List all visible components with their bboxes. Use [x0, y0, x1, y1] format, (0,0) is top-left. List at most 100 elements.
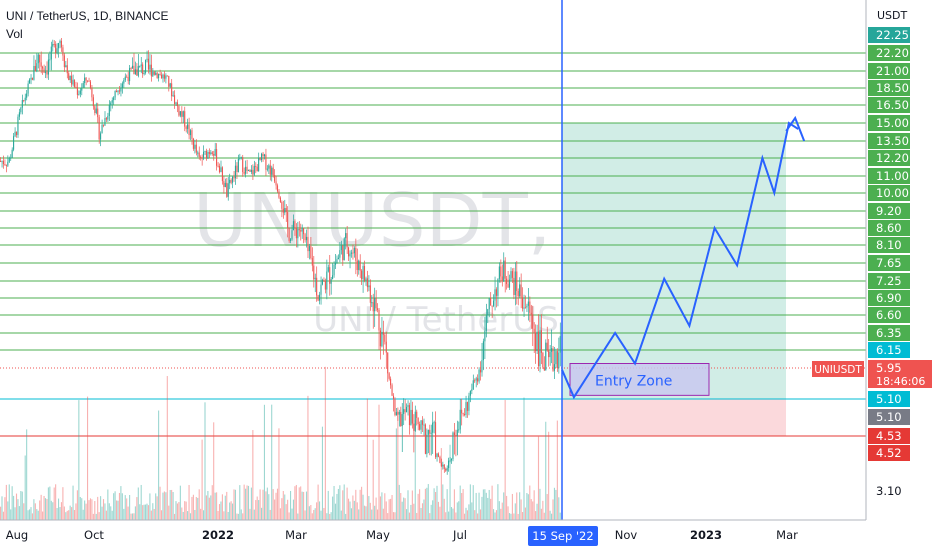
candle-body: [237, 158, 239, 173]
volume-bar: [466, 510, 468, 520]
candle-body: [169, 83, 171, 87]
last-price-badge: [868, 360, 932, 388]
candle-body: [243, 172, 245, 174]
candle-body: [353, 247, 355, 254]
time-axis-bg: [0, 520, 932, 550]
candle-body: [43, 68, 45, 73]
volume-bar: [91, 499, 93, 520]
candle-body: [192, 138, 194, 149]
candle-body: [105, 118, 107, 120]
volume-bar: [414, 420, 416, 520]
candle-body: [189, 130, 192, 136]
candle-body: [281, 201, 283, 209]
volume-bar: [317, 484, 319, 520]
volume-bar: [504, 400, 506, 520]
candle-body: [117, 90, 119, 93]
volume-bar: [488, 489, 490, 520]
volume-bar: [408, 512, 410, 520]
volume-bar: [324, 366, 326, 520]
projection-path: [561, 121, 799, 400]
volume-bar: [4, 497, 6, 520]
price-tick-label: 22.25: [876, 28, 909, 42]
volume-bar: [288, 512, 290, 520]
volume-bar: [510, 513, 512, 520]
candle-body: [456, 429, 458, 436]
volume-bar: [336, 493, 338, 520]
candle-body: [506, 278, 508, 285]
volume-bar: [29, 509, 31, 520]
candle-body: [555, 351, 557, 365]
candle-body: [4, 164, 6, 166]
volume-bar: [503, 492, 505, 520]
volume-bar: [118, 492, 120, 520]
price-tick-badge: [868, 27, 910, 43]
volume-bar: [424, 488, 426, 520]
candle-body: [385, 341, 387, 353]
candle-body: [382, 331, 384, 335]
candle-body: [239, 157, 241, 159]
volume-bar: [268, 494, 270, 520]
volume-bar: [472, 485, 474, 520]
volume-bar: [471, 502, 473, 520]
price-tick-badge: [868, 391, 910, 407]
volume-bar: [120, 486, 122, 520]
candle-body: [400, 411, 402, 427]
candle-body: [378, 309, 380, 331]
candle-body: [133, 65, 135, 75]
candle-body: [204, 150, 206, 152]
candle-body: [97, 108, 99, 118]
volume-bar: [458, 501, 460, 520]
volume-bar: [146, 503, 148, 520]
candle-body: [443, 464, 445, 469]
volume-bar: [55, 484, 57, 520]
candle-body: [139, 65, 141, 67]
candle-body: [294, 221, 296, 228]
price-tick-badge: [868, 342, 910, 358]
volume-bar: [82, 509, 84, 520]
candle-body: [208, 152, 210, 154]
watermark-description: UNI / TetherUS: [313, 300, 559, 340]
candle-body: [69, 75, 71, 81]
volume-bar: [92, 513, 94, 520]
candle-body: [66, 65, 68, 74]
volume-bar: [5, 484, 7, 520]
volume-bar: [462, 489, 464, 520]
candle-body: [44, 71, 47, 73]
volume-bar: [285, 504, 287, 520]
candle-body: [532, 314, 534, 329]
volume-bar: [237, 513, 239, 520]
volume-bar: [417, 493, 419, 520]
candle-body: [145, 59, 147, 73]
candle-body: [343, 238, 345, 261]
volume-bar: [20, 491, 22, 520]
candle-body: [194, 144, 196, 149]
volume-bar: [227, 511, 229, 520]
volume-bar: [411, 490, 413, 520]
volume-bar: [334, 503, 337, 520]
candle-body: [358, 260, 360, 270]
volume-bar: [2, 511, 4, 520]
candle-body: [245, 166, 247, 174]
volume-bar: [39, 500, 41, 520]
price-tick-label: 5.10: [876, 392, 902, 406]
candle-body: [81, 87, 83, 91]
candle-body: [545, 342, 547, 371]
volume-bar: [523, 397, 525, 520]
candle-body: [292, 221, 294, 231]
candle-body: [345, 233, 347, 239]
candle-body: [101, 124, 103, 134]
candle-body: [430, 432, 432, 434]
candle-body: [359, 260, 361, 271]
candle-body: [527, 301, 529, 306]
candle-body: [27, 83, 29, 94]
volume-bar: [513, 513, 515, 520]
candle-body: [372, 302, 374, 312]
volume-bar: [220, 501, 222, 520]
price-tick-badge: [868, 63, 910, 79]
candle-body: [250, 169, 252, 172]
volume-bar: [374, 505, 376, 520]
volume-bar: [30, 507, 32, 520]
candle-body: [316, 277, 318, 296]
volume-bar: [89, 498, 91, 520]
